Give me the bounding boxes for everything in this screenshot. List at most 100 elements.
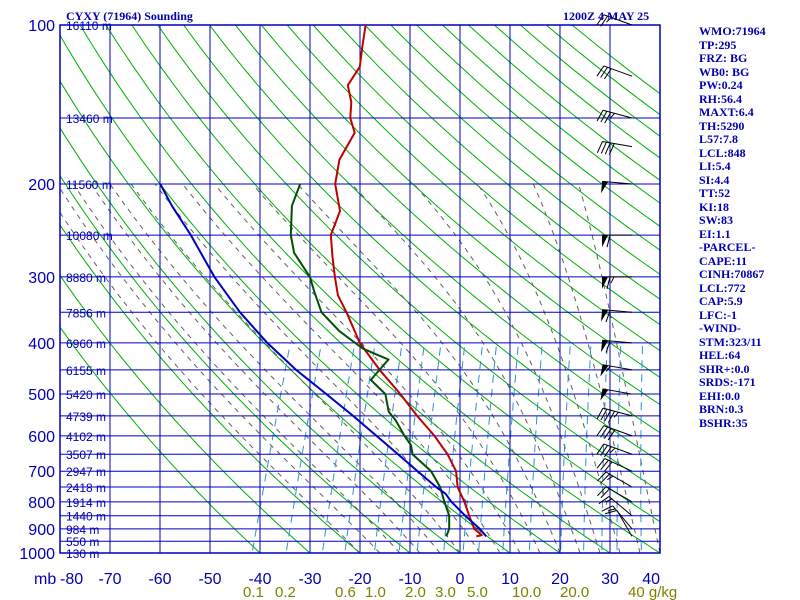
mixing-ratio-label: 0.2 (275, 584, 296, 600)
mixing-ratio-line (640, 342, 644, 553)
dry-adiabat-line (60, 174, 411, 553)
temperature-tick-label: 10 (501, 571, 519, 588)
temperature-tick-label: -20 (348, 571, 371, 588)
pressure-tick-label: 700 (28, 464, 55, 481)
dry-adiabat-line (260, 25, 660, 378)
mixing-ratio-line (373, 342, 403, 553)
dry-adiabat-line (60, 326, 261, 553)
mixing-ratio-line (462, 342, 484, 553)
mixing-ratio-line (583, 342, 592, 553)
height-label: 10080 m (66, 229, 113, 243)
mixing-ratio-line (251, 342, 291, 553)
dry-adiabat-line (105, 25, 660, 553)
mixing-ratio-line (285, 342, 322, 553)
moist-adiabat-line (130, 183, 461, 553)
index-item: WMO:71964 (699, 24, 766, 38)
dry-adiabat-line (364, 25, 660, 275)
mixing-ratio-label: 0.1 (243, 584, 264, 600)
wind-barb (601, 339, 633, 353)
index-item: TP:295 (699, 37, 737, 52)
dry-adiabat-line (312, 25, 660, 326)
wind-barb (597, 486, 633, 503)
wind-barb (597, 471, 633, 488)
mixing-ratio-labels: 0.1 0.2 0.6 1.0 2.0 3.0 5.0 10.0 20.0 40 g/kg (243, 584, 677, 600)
index-item: -PARCEL- (699, 240, 756, 254)
index-item: HEL:64 (699, 348, 741, 362)
pressure-tick-label: 600 (28, 429, 55, 446)
wind-barb (596, 425, 633, 441)
dry-adiabat-line (60, 34, 561, 553)
wind-barb (596, 65, 633, 80)
wind-barb (596, 14, 633, 27)
profile-series (159, 25, 488, 538)
index-item: TT:52 (699, 186, 731, 200)
height-label: 8880 m (66, 271, 106, 285)
index-item: BRN:0.3 (699, 402, 744, 416)
height-label: 13460 m (66, 112, 113, 126)
temperature-tick-label: -80 (60, 571, 83, 588)
height-label: 16110 m (66, 19, 112, 33)
index-item: BSHR:35 (699, 415, 748, 430)
pressure-tick-label: 300 (28, 270, 55, 287)
wind-barb (600, 388, 633, 401)
indices-panel: WMO:71964 TP:295 FRZ: BG WB0: BG PW:0.24 RH:5… (699, 24, 799, 430)
pressure-tick-labels: 100 200 300 400 500 600 700 800 900 1000 mb (19, 18, 56, 588)
dewpoint-profile (289, 183, 451, 537)
index-item: SHR+:0.0 (699, 361, 750, 376)
index-item: PW:0.24 (699, 78, 743, 92)
wind-barbs (596, 14, 633, 537)
dry-adiabat-line (235, 25, 660, 406)
mixing-ratio-line (443, 342, 466, 553)
chart-valid-time: 1200Z 4 MAY 25 (563, 9, 650, 23)
mixing-ratio-label: 40 g/kg (628, 584, 677, 600)
wind-barb (598, 496, 633, 517)
moist-adiabat-line (351, 183, 581, 553)
index-item: LCL:772 (699, 280, 746, 295)
wind-barb (602, 276, 632, 290)
index-item: LI:5.4 (699, 159, 731, 173)
wind-barb (600, 364, 633, 377)
index-item: CINH:70867 (699, 267, 765, 281)
mixing-ratio-label: 3.0 (435, 584, 456, 600)
moist-adiabat-line (297, 183, 561, 553)
plot-frame (59, 24, 661, 554)
temperature-tick-labels: -80 -70 -60 -50 -40 -30 -20 -10 0 10 20 30 40 (60, 571, 660, 588)
wind-barb (596, 407, 633, 423)
height-label: 11560 m (66, 178, 112, 192)
temperature-tick-label: 40 (642, 571, 660, 588)
dry-adiabat-line (286, 25, 660, 352)
mixing-ratio-line (560, 342, 571, 553)
index-item: SW:83 (699, 213, 734, 227)
pressure-tick-label: 500 (28, 387, 55, 404)
height-labels: 16110 m 13460 m 11560 m 10080 m 8880 m 7856 m… (66, 19, 113, 561)
height-label: 2947 m (66, 465, 106, 479)
index-item: CAPE:11 (699, 253, 747, 268)
moist-adiabat-line (214, 183, 521, 553)
dry-adiabat-line (338, 25, 660, 300)
wind-barb (601, 505, 633, 530)
mixing-ratio-lines (251, 342, 644, 553)
temperature-tick-label: -50 (198, 571, 221, 588)
height-label: 4739 m (66, 410, 106, 424)
pressure-tick-label: 100 (28, 18, 55, 35)
mixing-ratio-line (616, 342, 622, 553)
temperature-tick-label: -10 (398, 571, 421, 588)
dry-adiabat-line (60, 274, 311, 553)
temperature-tick-label: -60 (148, 571, 171, 588)
moist-adiabat-line (90, 183, 421, 553)
temperature-tick-label: -40 (248, 571, 271, 588)
wind-barb (596, 140, 633, 156)
temperature-profile (329, 25, 483, 538)
mixing-ratio-line (528, 342, 543, 553)
chart-title: CYXY (71964) Sounding (66, 9, 193, 23)
pressure-unit-label: mb (34, 571, 56, 588)
mixing-ratio-label: 5.0 (467, 584, 488, 600)
index-item: TH:5290 (699, 118, 745, 133)
mixing-ratio-line (601, 342, 608, 553)
mixing-ratio-label: 10.0 (512, 584, 541, 600)
plot-border (59, 24, 661, 554)
mixing-ratio-line (321, 342, 356, 553)
index-item: STM:323/11 (699, 334, 762, 349)
moist-adiabat-line (182, 183, 501, 553)
